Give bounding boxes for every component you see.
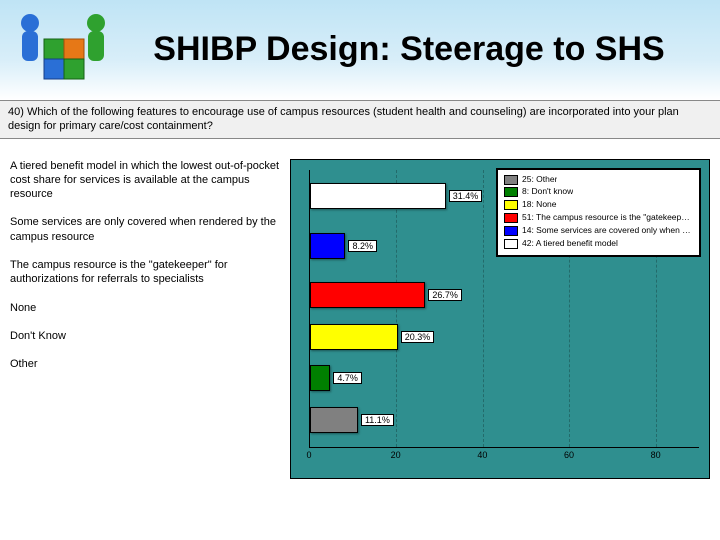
chart-legend: 25: Other8: Don't know18: None51: The ca…	[496, 168, 701, 257]
bar-chart: 31.4% 8.2% 26.7% 20.3% 4.7% 11.1% 0 20 40 60 80 2…	[290, 159, 710, 479]
bar: 4.7%	[310, 365, 330, 391]
x-axis: 0 20 40 60 80	[309, 450, 699, 466]
bar-value-label: 11.1%	[361, 414, 394, 426]
bar-row: 4.7%	[310, 363, 699, 393]
main-content: A tiered benefit model in which the lowe…	[0, 139, 720, 489]
legend-text: 25: Other	[522, 174, 557, 186]
category-labels: A tiered benefit model in which the lowe…	[10, 159, 280, 479]
legend-swatch	[504, 200, 518, 210]
x-tick: 0	[306, 450, 311, 460]
bar: 20.3%	[310, 324, 398, 350]
legend-text: 8: Don't know	[522, 186, 573, 198]
header: SHIBP Design: Steerage to SHS	[0, 0, 720, 100]
x-tick: 60	[564, 450, 574, 460]
legend-item: 42: A tiered benefit model	[504, 238, 693, 250]
bar-value-label: 20.3%	[401, 331, 435, 343]
bar: 11.1%	[310, 407, 358, 433]
chart-container: 31.4% 8.2% 26.7% 20.3% 4.7% 11.1% 0 20 40 60 80 2…	[290, 159, 710, 479]
legend-swatch	[504, 239, 518, 249]
x-tick: 20	[391, 450, 401, 460]
legend-swatch	[504, 213, 518, 223]
page-title: SHIBP Design: Steerage to SHS	[118, 30, 720, 69]
category-label: Some services are only covered when rend…	[10, 215, 280, 244]
category-label: Don't Know	[10, 329, 280, 343]
legend-item: 14: Some services are covered only when …	[504, 225, 693, 237]
puzzle-people-icon	[8, 5, 118, 95]
bar-value-label: 4.7%	[333, 372, 362, 384]
legend-swatch	[504, 226, 518, 236]
category-label: Other	[10, 357, 280, 371]
legend-text: 42: A tiered benefit model	[522, 238, 618, 250]
legend-item: 18: None	[504, 199, 693, 211]
survey-question: 40) Which of the following features to e…	[0, 100, 720, 139]
category-label: None	[10, 301, 280, 315]
x-tick: 40	[477, 450, 487, 460]
bar-row: 11.1%	[310, 405, 699, 435]
bar-value-label: 26.7%	[428, 289, 462, 301]
bar-row: 20.3%	[310, 322, 699, 352]
x-tick: 80	[651, 450, 661, 460]
legend-swatch	[504, 175, 518, 185]
legend-item: 25: Other	[504, 174, 693, 186]
bar: 31.4%	[310, 183, 446, 209]
category-label: The campus resource is the "gatekeeper" …	[10, 258, 280, 287]
legend-swatch	[504, 187, 518, 197]
bar-value-label: 8.2%	[348, 240, 377, 252]
bar: 26.7%	[310, 282, 425, 308]
bar: 8.2%	[310, 233, 345, 259]
legend-text: 14: Some services are covered only when …	[522, 225, 693, 237]
legend-item: 51: The campus resource is the "gatekeep…	[504, 212, 693, 224]
legend-text: 18: None	[522, 199, 557, 211]
bar-value-label: 31.4%	[449, 190, 483, 202]
legend-item: 8: Don't know	[504, 186, 693, 198]
bar-row: 26.7%	[310, 280, 699, 310]
category-label: A tiered benefit model in which the lowe…	[10, 159, 280, 202]
legend-text: 51: The campus resource is the "gatekeep…	[522, 212, 693, 224]
